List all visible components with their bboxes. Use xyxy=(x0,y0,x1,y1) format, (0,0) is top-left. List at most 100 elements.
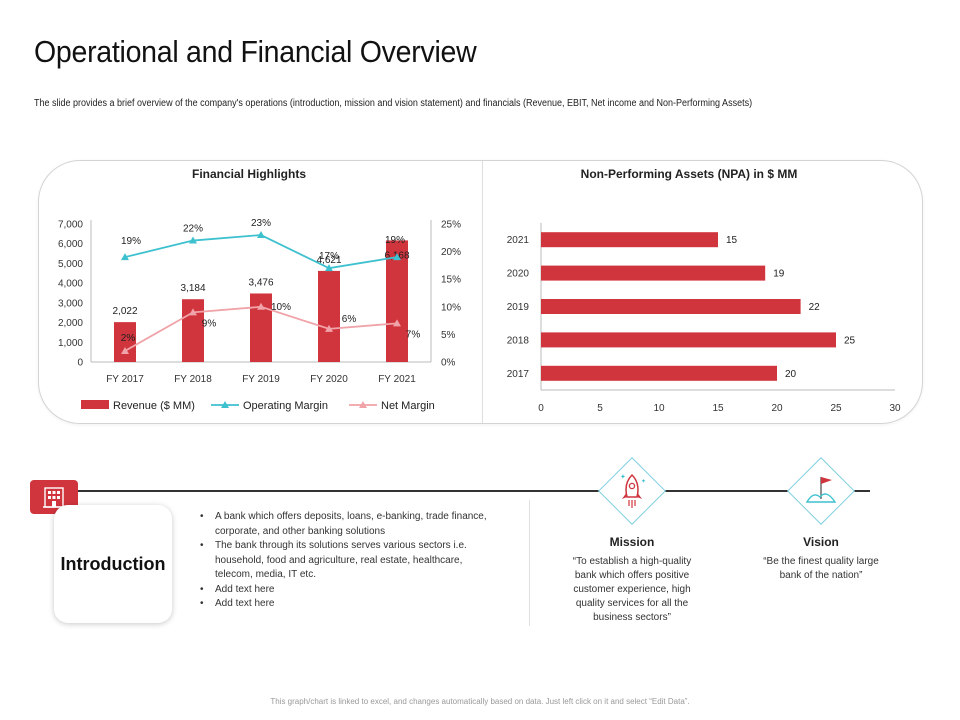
npa-chart-title: Non-Performing Assets (NPA) in $ MM xyxy=(580,167,798,181)
npa-x-tick-label: 15 xyxy=(712,403,724,414)
npa-category-label: 2020 xyxy=(507,269,530,280)
npa-bar xyxy=(541,265,766,281)
y-left-tick-label: 3,000 xyxy=(58,298,83,309)
introduction-bullets: A bank which offers deposits, loans, e-b… xyxy=(200,510,500,612)
npa-bar xyxy=(541,232,718,248)
footer-note: This graph/chart is linked to excel, and… xyxy=(270,697,690,706)
x-tick-label: FY 2020 xyxy=(310,374,348,385)
introduction-label: Introduction xyxy=(60,553,166,574)
slide-title: Operational and Financial Overview xyxy=(34,34,477,69)
operating-margin-point xyxy=(257,231,265,239)
timeline-line xyxy=(62,490,870,492)
y-left-tick-label: 1,000 xyxy=(58,338,83,349)
introduction-bullet: The bank through its solutions serves va… xyxy=(200,539,500,583)
svg-text:✦: ✦ xyxy=(620,473,626,481)
npa-data-label: 25 xyxy=(844,335,856,346)
section-divider xyxy=(529,500,530,626)
legend-net-margin-marker xyxy=(359,401,367,408)
net-margin-data-label: 6% xyxy=(342,314,357,325)
net-margin-point xyxy=(189,308,197,316)
x-tick-label: FY 2021 xyxy=(378,374,416,385)
mission-text: “To establish a high-quality bank which … xyxy=(572,556,692,623)
npa-chart[interactable]: 2021 2020 2019 2018 2017 15 19 22 25 20 0 5 10 15 20 25… xyxy=(39,161,924,425)
y-left-tick-label: 2,000 xyxy=(58,318,83,329)
svg-text:✦: ✦ xyxy=(641,478,646,485)
operating-margin-point xyxy=(393,253,401,261)
net-margin-data-label: 7% xyxy=(406,329,421,340)
net-margin-point xyxy=(121,346,129,354)
operating-margin-data-label: 19% xyxy=(385,235,405,246)
panel-divider xyxy=(482,161,483,423)
npa-category-label: 2017 xyxy=(507,369,530,380)
revenue-bar xyxy=(386,240,408,362)
operating-margin-point xyxy=(189,236,197,244)
revenue-data-label: 3,184 xyxy=(180,283,205,294)
x-tick-label: FY 2017 xyxy=(106,374,144,385)
vision-text: “Be the finest quality large bank of the… xyxy=(763,556,879,581)
net-margin-point xyxy=(257,302,265,310)
financial-highlights-title: Financial Highlights xyxy=(191,167,306,181)
rocket-icon: ✦ ✦ xyxy=(620,473,646,508)
legend-revenue-swatch xyxy=(81,400,109,409)
y-right-tick-label: 5% xyxy=(441,330,456,341)
npa-data-label: 19 xyxy=(773,269,785,280)
operating-margin-data-label: 23% xyxy=(251,218,271,229)
introduction-bullet: A bank which offers deposits, loans, e-b… xyxy=(200,510,500,539)
npa-bar xyxy=(541,365,777,381)
npa-x-tick-label: 30 xyxy=(889,403,901,414)
mission-heading: Mission xyxy=(609,535,655,549)
net-margin-data-label: 2% xyxy=(121,333,136,344)
building-icon xyxy=(43,487,65,508)
npa-x-tick-label: 10 xyxy=(653,403,665,414)
x-tick-label: FY 2019 xyxy=(242,374,280,385)
npa-data-label: 20 xyxy=(785,369,797,380)
npa-x-tick-label: 0 xyxy=(538,403,544,414)
revenue-bar xyxy=(318,270,340,362)
npa-x-tick-label: 5 xyxy=(597,403,603,414)
slide-subtitle: The slide provides a brief overview of t… xyxy=(34,98,753,109)
chart-panel: Financial Highlights Non-Performing Asse… xyxy=(38,160,923,424)
revenue-data-label: 4,621 xyxy=(316,255,341,266)
mission-diamond: ✦ ✦ xyxy=(596,455,668,527)
y-right-tick-label: 25% xyxy=(441,220,461,231)
y-right-tick-label: 0% xyxy=(441,358,456,369)
operating-margin-point xyxy=(325,264,333,272)
operating-margin-point xyxy=(121,253,129,261)
net-margin-point xyxy=(393,319,401,327)
x-tick-label: FY 2018 xyxy=(174,374,212,385)
npa-bar xyxy=(541,299,801,314)
npa-data-label: 22 xyxy=(809,302,821,313)
operating-margin-data-label: 17% xyxy=(319,251,339,262)
net-margin-data-label: 9% xyxy=(202,318,217,329)
y-left-tick-label: 5,000 xyxy=(58,259,83,270)
introduction-bullet: Add text here xyxy=(200,597,500,612)
y-right-tick-label: 10% xyxy=(441,302,461,313)
introduction-bullet: Add text here xyxy=(200,583,500,598)
npa-category-label: 2018 xyxy=(507,335,530,346)
legend-revenue-label: Revenue ($ MM) xyxy=(113,400,195,412)
revenue-bar xyxy=(114,322,136,362)
npa-x-tick-label: 20 xyxy=(771,403,783,414)
y-left-tick-label: 0 xyxy=(77,358,83,369)
revenue-data-label: 2,022 xyxy=(112,306,137,317)
vision-diamond xyxy=(785,455,857,527)
y-right-tick-label: 20% xyxy=(441,247,461,258)
revenue-data-label: 3,476 xyxy=(248,277,273,288)
net-margin-point xyxy=(325,324,333,332)
npa-bar xyxy=(541,332,836,348)
y-right-tick-label: 15% xyxy=(441,275,461,286)
vision-heading: Vision xyxy=(803,535,839,549)
legend-operating-margin-label: Operating Margin xyxy=(243,400,328,412)
introduction-card: Introduction xyxy=(54,505,172,623)
operating-margin-data-label: 22% xyxy=(183,224,203,235)
operating-margin-data-label: 19% xyxy=(121,236,141,247)
legend-net-margin-label: Net Margin xyxy=(381,400,435,412)
npa-category-label: 2021 xyxy=(507,235,530,246)
npa-x-tick-label: 25 xyxy=(830,403,842,414)
net-margin-data-label: 10% xyxy=(271,302,291,313)
npa-category-label: 2019 xyxy=(507,302,530,313)
y-left-tick-label: 4,000 xyxy=(58,279,83,290)
financial-highlights-chart[interactable]: 0 1,000 2,000 3,000 4,000 5,000 6,000 7,000 0% 5%… xyxy=(39,161,482,425)
flag-mountain-icon xyxy=(805,477,837,503)
legend-operating-margin-marker xyxy=(221,401,229,408)
